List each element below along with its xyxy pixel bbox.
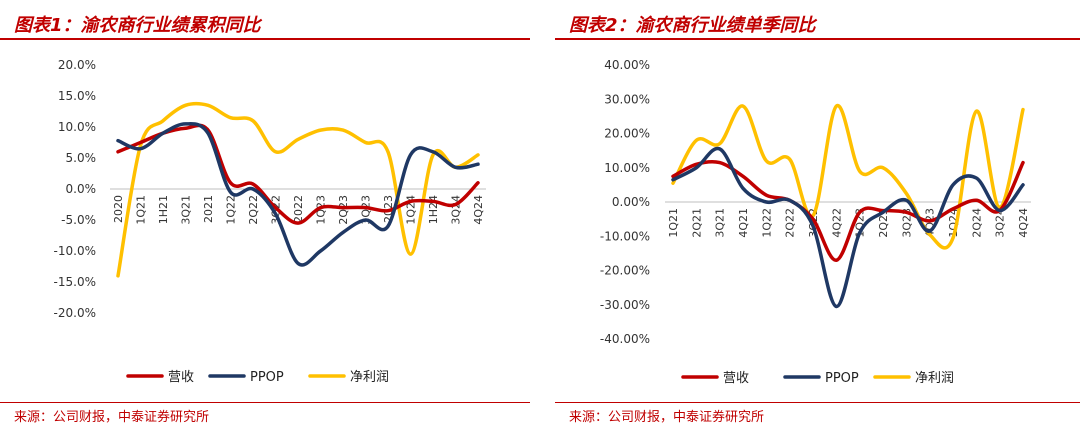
x-tick-label: 2Q22 bbox=[247, 195, 260, 225]
y-tick-label: 20.00% bbox=[604, 127, 650, 141]
legend-label: 营收 bbox=[723, 371, 749, 386]
footer-divider bbox=[555, 402, 1080, 403]
source-note: 来源：公司财报，中泰证券研究所 bbox=[14, 410, 210, 425]
x-tick-label: 4Q21 bbox=[737, 208, 750, 238]
chart-svg: 20.0% 15.0% 10.0% 5.0% 0.0% -5.0% -10.0% -15.0%… bbox=[54, 58, 486, 385]
y-tick-label: -20.0% bbox=[54, 306, 96, 320]
x-tick-label: 2020 bbox=[112, 195, 125, 223]
legend-label: 净利润 bbox=[350, 370, 389, 385]
legend-label: 净利润 bbox=[915, 371, 954, 386]
x-tick-label: 1H21 bbox=[157, 195, 170, 224]
chart-svg: 40.00% 30.00% 20.00% 10.00% 0.00% -10.00% -20.… bbox=[600, 58, 1031, 386]
x-tick-label: 3Q23 bbox=[360, 195, 373, 225]
chart-title: 图表2：渝农商行业绩单季同比 bbox=[569, 15, 816, 36]
x-tick-label: 2Q24 bbox=[970, 208, 983, 238]
x-tick-label: 3Q21 bbox=[714, 208, 727, 238]
series-line-2 bbox=[116, 122, 480, 267]
y-tick-label: 20.0% bbox=[58, 58, 96, 72]
y-tick-label: 10.00% bbox=[604, 161, 650, 175]
chart-title: 图表1：渝农商行业绩累积同比 bbox=[14, 15, 261, 36]
x-tick-label: 1Q22 bbox=[760, 208, 773, 238]
x-tick-label: 4Q24 bbox=[1017, 208, 1030, 238]
legend-label: PPOP bbox=[250, 370, 284, 385]
y-tick-label: -30.00% bbox=[600, 298, 650, 312]
series-line-2 bbox=[671, 146, 1025, 309]
legend-label: PPOP bbox=[825, 371, 859, 386]
x-tick-label: 4Q22 bbox=[830, 208, 843, 238]
y-tick-label: -10.00% bbox=[600, 229, 650, 243]
chart-panel-1: 图表1：渝农商行业绩累积同比 20.0% 15.0% 10.0% 5.0% 0.0% -5… bbox=[0, 0, 530, 435]
y-tick-label: -10.0% bbox=[54, 244, 96, 258]
x-tick-label: 2Q23 bbox=[337, 195, 350, 225]
x-tick-label: 1Q23 bbox=[315, 195, 328, 225]
x-tick-label: 2Q22 bbox=[784, 208, 797, 238]
y-tick-label: -5.0% bbox=[61, 213, 96, 227]
x-tick-label: 3Q21 bbox=[180, 195, 193, 225]
series-line-3 bbox=[116, 101, 480, 278]
x-tick-label: 1Q21 bbox=[667, 208, 680, 238]
y-tick-label: 10.0% bbox=[58, 120, 96, 134]
y-tick-label: -15.0% bbox=[54, 275, 96, 289]
x-tick-label: 2Q21 bbox=[690, 208, 703, 238]
series-line-3 bbox=[671, 104, 1025, 250]
y-tick-label: 15.0% bbox=[58, 89, 96, 103]
y-tick-label: 0.00% bbox=[612, 195, 650, 209]
y-tick-label: 40.00% bbox=[604, 58, 650, 72]
legend-label: 营收 bbox=[168, 370, 194, 385]
x-tick-label: 1Q22 bbox=[225, 195, 238, 225]
y-tick-label: -40.00% bbox=[600, 332, 650, 346]
x-tick-label: 1Q21 bbox=[135, 195, 148, 225]
y-tick-label: 0.0% bbox=[66, 182, 97, 196]
y-tick-label: -20.00% bbox=[600, 264, 650, 278]
x-tick-label: 2021 bbox=[202, 195, 215, 223]
x-tick-label: 2022 bbox=[292, 195, 305, 223]
x-tick-label: 3Q24 bbox=[994, 208, 1007, 238]
y-tick-label: 5.0% bbox=[66, 151, 97, 165]
source-note: 来源：公司财报，中泰证券研究所 bbox=[569, 410, 765, 425]
chart-panel-2: 图表2：渝农商行业绩单季同比 40.00% 30.00% 20.00% 10.00% 0… bbox=[555, 0, 1080, 435]
series-line-1 bbox=[116, 123, 480, 225]
footer-divider bbox=[0, 402, 530, 403]
y-tick-label: 30.00% bbox=[604, 92, 650, 106]
title-bar: 图表1：渝农商行业绩累积同比 bbox=[0, 8, 530, 40]
title-bar: 图表2：渝农商行业绩单季同比 bbox=[555, 8, 1080, 40]
x-tick-label: 4Q24 bbox=[472, 195, 485, 225]
